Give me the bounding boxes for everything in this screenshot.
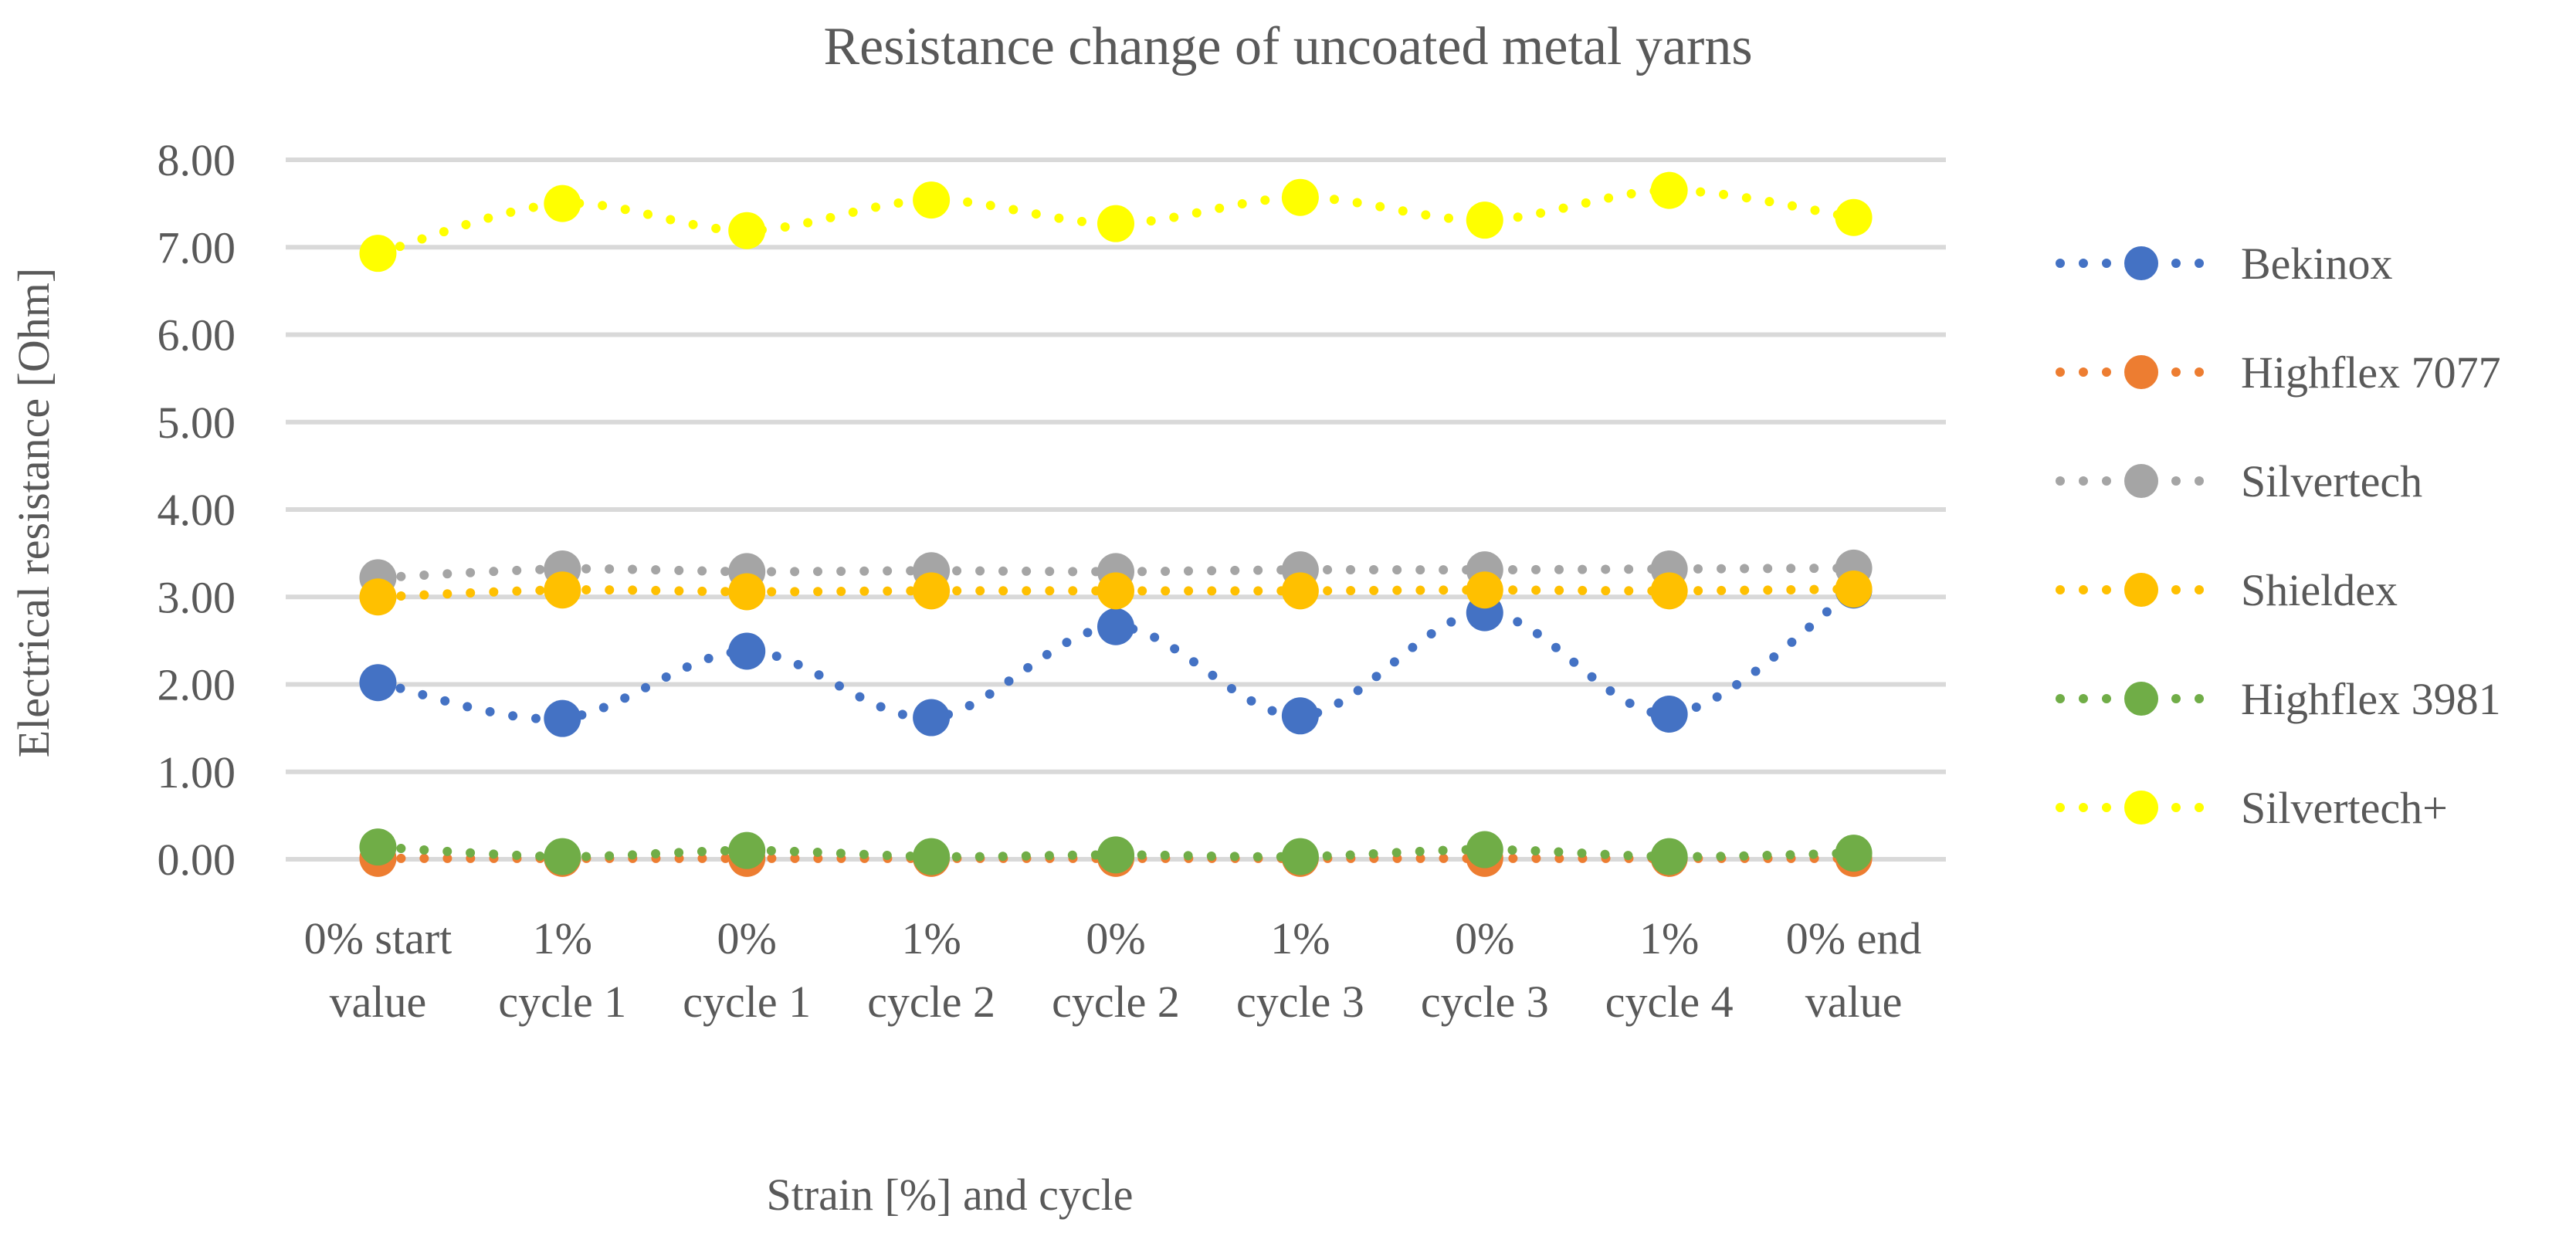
data-point xyxy=(544,571,581,609)
data-point xyxy=(544,185,581,222)
data-point xyxy=(728,212,766,249)
x-tick-label: 0% cycle 1 xyxy=(683,913,811,1027)
data-point xyxy=(1835,198,1873,236)
legend-item: Highflex 3981 xyxy=(2056,674,2501,724)
data-point xyxy=(913,838,951,875)
x-tick-label: 1% cycle 1 xyxy=(498,913,626,1027)
x-tick-label: 0% start value xyxy=(304,913,452,1027)
legend-item: Bekinox xyxy=(2056,239,2393,289)
legend-label: Silvertech xyxy=(2241,456,2422,506)
x-tick-label: 1% cycle 2 xyxy=(867,913,995,1027)
legend-label: Silvertech+ xyxy=(2241,783,2448,833)
y-tick-label: 7.00 xyxy=(158,222,236,273)
legend-label: Shieldex xyxy=(2241,565,2398,615)
data-point xyxy=(1466,201,1503,239)
legend-item: Silvertech xyxy=(2056,456,2422,506)
y-tick-label: 4.00 xyxy=(158,485,236,535)
legend-marker xyxy=(2124,355,2158,389)
y-tick-label: 1.00 xyxy=(158,747,236,797)
data-point xyxy=(1650,838,1688,875)
gridlines xyxy=(286,157,1946,862)
data-point xyxy=(1466,831,1503,869)
data-point xyxy=(728,573,766,611)
legend-label: Bekinox xyxy=(2241,239,2393,289)
y-tick-label: 2.00 xyxy=(158,660,236,710)
y-tick-label: 0.00 xyxy=(158,835,236,885)
chart-title: Resistance change of uncoated metal yarn… xyxy=(823,17,1752,76)
data-point xyxy=(728,831,766,869)
data-point xyxy=(1835,571,1873,608)
data-point xyxy=(1097,205,1134,242)
x-tick-label: 0% cycle 3 xyxy=(1421,913,1549,1027)
legend-label: Highflex 7077 xyxy=(2241,347,2501,398)
y-axis-ticks: 0.00 1.00 2.00 3.00 4.00 5.00 6.00 7.00 8.00 xyxy=(158,135,236,885)
x-tick-label: 0% cycle 2 xyxy=(1052,913,1180,1027)
data-point xyxy=(1097,572,1134,610)
legend-marker xyxy=(2124,573,2158,607)
legend-item: Silvertech+ xyxy=(2056,783,2448,833)
x-tick-label: 1% cycle 3 xyxy=(1236,913,1364,1027)
data-point xyxy=(1650,696,1688,733)
series-highflex-3981 xyxy=(359,828,1873,875)
legend-marker xyxy=(2124,464,2158,498)
data-point xyxy=(359,828,397,866)
series-silvertech- xyxy=(359,171,1873,273)
data-point xyxy=(1835,835,1873,872)
data-point xyxy=(359,578,397,616)
data-point xyxy=(1097,836,1134,874)
y-tick-label: 6.00 xyxy=(158,310,236,361)
y-tick-label: 3.00 xyxy=(158,572,236,622)
data-point xyxy=(544,838,581,875)
legend-item: Highflex 7077 xyxy=(2056,347,2501,398)
data-point xyxy=(1281,697,1319,735)
data-point xyxy=(1281,572,1319,610)
x-tick-label: 1% cycle 4 xyxy=(1605,913,1734,1027)
legend-marker xyxy=(2124,791,2158,825)
y-tick-label: 5.00 xyxy=(158,398,236,448)
legend-marker xyxy=(2124,682,2158,716)
x-tick-label: 0% end value xyxy=(1786,913,1922,1027)
data-point xyxy=(1097,608,1134,645)
data-point xyxy=(913,572,951,610)
data-point xyxy=(1650,572,1688,610)
series-line xyxy=(373,185,1859,259)
data-point xyxy=(1281,838,1319,875)
y-tick-label: 8.00 xyxy=(158,135,236,185)
series-layer xyxy=(359,171,1873,877)
legend: Bekinox Highflex 7077 Silvertech Shieldex Hi… xyxy=(2056,239,2501,833)
data-point xyxy=(359,235,397,273)
data-point xyxy=(913,181,951,219)
x-axis-ticks: 0% start value 1% cycle 1 0% cycle 1 1% cycle 2… xyxy=(304,913,1922,1027)
y-axis-title: Electrical resistance [Ohm] xyxy=(8,268,59,757)
data-point xyxy=(913,699,951,737)
legend-label: Highflex 3981 xyxy=(2241,674,2501,724)
data-point xyxy=(544,699,581,737)
data-point xyxy=(1650,171,1688,209)
data-point xyxy=(1281,178,1319,216)
legend-item: Shieldex xyxy=(2056,565,2398,615)
legend-marker xyxy=(2124,246,2158,280)
data-point xyxy=(728,632,766,670)
x-axis-title: Strain [%] and cycle xyxy=(766,1170,1133,1220)
data-point xyxy=(359,664,397,702)
data-point xyxy=(1466,571,1503,609)
series-shieldex xyxy=(359,571,1873,616)
